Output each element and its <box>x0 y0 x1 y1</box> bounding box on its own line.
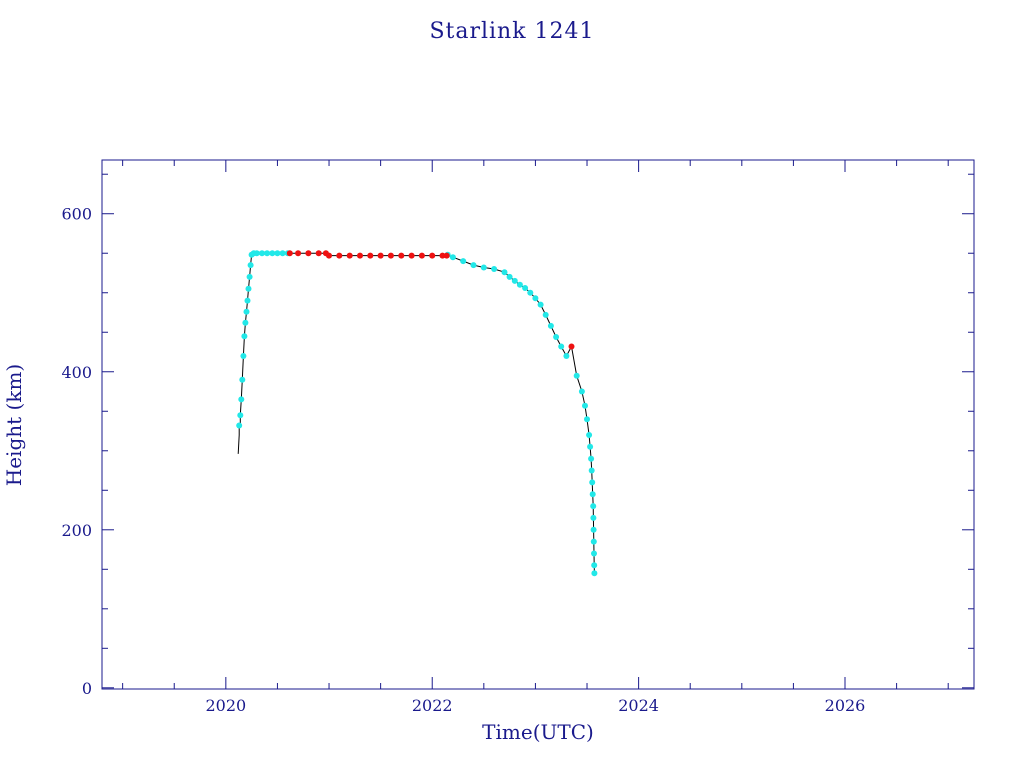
cyan-point <box>590 538 597 545</box>
x-tick-label: 2026 <box>825 696 866 715</box>
cyan-point <box>542 311 549 318</box>
x-tick-label: 2022 <box>412 696 453 715</box>
cyan-point <box>563 353 570 359</box>
cyan-point <box>480 264 487 271</box>
red-point <box>346 252 353 259</box>
x-tick-label: 2024 <box>618 696 659 715</box>
cyan-point <box>591 570 598 577</box>
cyan-point <box>590 503 597 510</box>
cyan-point <box>537 301 544 308</box>
red-point <box>295 250 302 257</box>
cyan-point <box>238 396 245 403</box>
trajectory-line <box>237 252 595 574</box>
cyan-point <box>591 550 597 557</box>
cyan-point <box>239 376 246 383</box>
red-point <box>418 252 425 259</box>
cyan-point <box>588 467 595 474</box>
cyan-point <box>241 333 248 340</box>
marks-group <box>236 250 598 577</box>
red-point <box>357 252 363 259</box>
red-point <box>336 252 343 259</box>
cyan-point <box>506 273 513 280</box>
cyan-point <box>511 277 518 284</box>
cyan-point <box>242 319 249 326</box>
cyan-point <box>532 295 539 302</box>
cyan-point <box>584 416 590 423</box>
cyan-point <box>470 262 477 269</box>
red-point <box>367 252 374 259</box>
red-point <box>387 252 394 259</box>
red-point <box>377 252 384 259</box>
y-tick-label: 200 <box>61 521 92 540</box>
cyan-point <box>516 281 523 288</box>
y-tick-label: 400 <box>61 363 92 382</box>
chart-title: Starlink 1241 <box>429 19 594 44</box>
red-point <box>429 252 436 259</box>
red-point <box>408 252 415 259</box>
cyan-point <box>582 402 588 409</box>
cyan-point <box>501 269 508 276</box>
cyan-point <box>578 388 585 395</box>
cyan-point <box>527 289 534 296</box>
cyan-point <box>253 250 260 257</box>
cyan-point <box>279 250 286 257</box>
cyan-point <box>460 258 467 265</box>
cyan-point <box>547 322 554 329</box>
red-point <box>568 343 575 350</box>
x-tick-label: 2020 <box>205 696 246 715</box>
cyan-point <box>240 353 247 359</box>
cyan-point <box>269 250 276 257</box>
ticks-group <box>102 160 974 689</box>
cyan-point <box>522 285 529 291</box>
cyan-point <box>587 443 594 450</box>
cyan-point <box>491 266 498 272</box>
cyan-point <box>586 432 593 438</box>
y-tick-label: 0 <box>82 679 92 698</box>
red-point <box>439 252 446 259</box>
x-axis-label: Time(UTC) <box>482 720 594 744</box>
cyan-point <box>558 343 565 350</box>
cyan-point <box>243 308 250 315</box>
cyan-point <box>590 514 597 521</box>
cyan-point <box>589 479 596 486</box>
cyan-point <box>237 412 244 419</box>
cyan-point <box>553 334 560 340</box>
cyan-point <box>247 262 254 269</box>
y-tick-label: 600 <box>61 205 92 224</box>
cyan-point <box>245 285 252 292</box>
cyan-point <box>264 250 271 257</box>
red-point <box>286 250 293 257</box>
cyan-point <box>591 562 598 569</box>
cyan-point <box>449 254 456 261</box>
cyan-point <box>573 372 580 379</box>
tick-labels-group: 2020 2022 2024 2026 0 200 400 600 <box>61 205 865 715</box>
red-point <box>398 252 405 259</box>
cyan-point <box>589 491 596 498</box>
plot-frame <box>101 159 975 690</box>
cyan-point <box>590 526 597 533</box>
cyan-point <box>259 250 265 257</box>
red-point <box>315 250 322 257</box>
cyan-point <box>588 455 595 462</box>
red-point <box>443 252 450 259</box>
red-point <box>305 250 312 257</box>
red-point <box>326 252 332 259</box>
y-axis-label: Height (km) <box>2 364 26 486</box>
cyan-point <box>244 297 251 304</box>
cyan-point <box>246 273 253 280</box>
cyan-point <box>236 422 243 429</box>
cyan-point <box>274 250 281 257</box>
